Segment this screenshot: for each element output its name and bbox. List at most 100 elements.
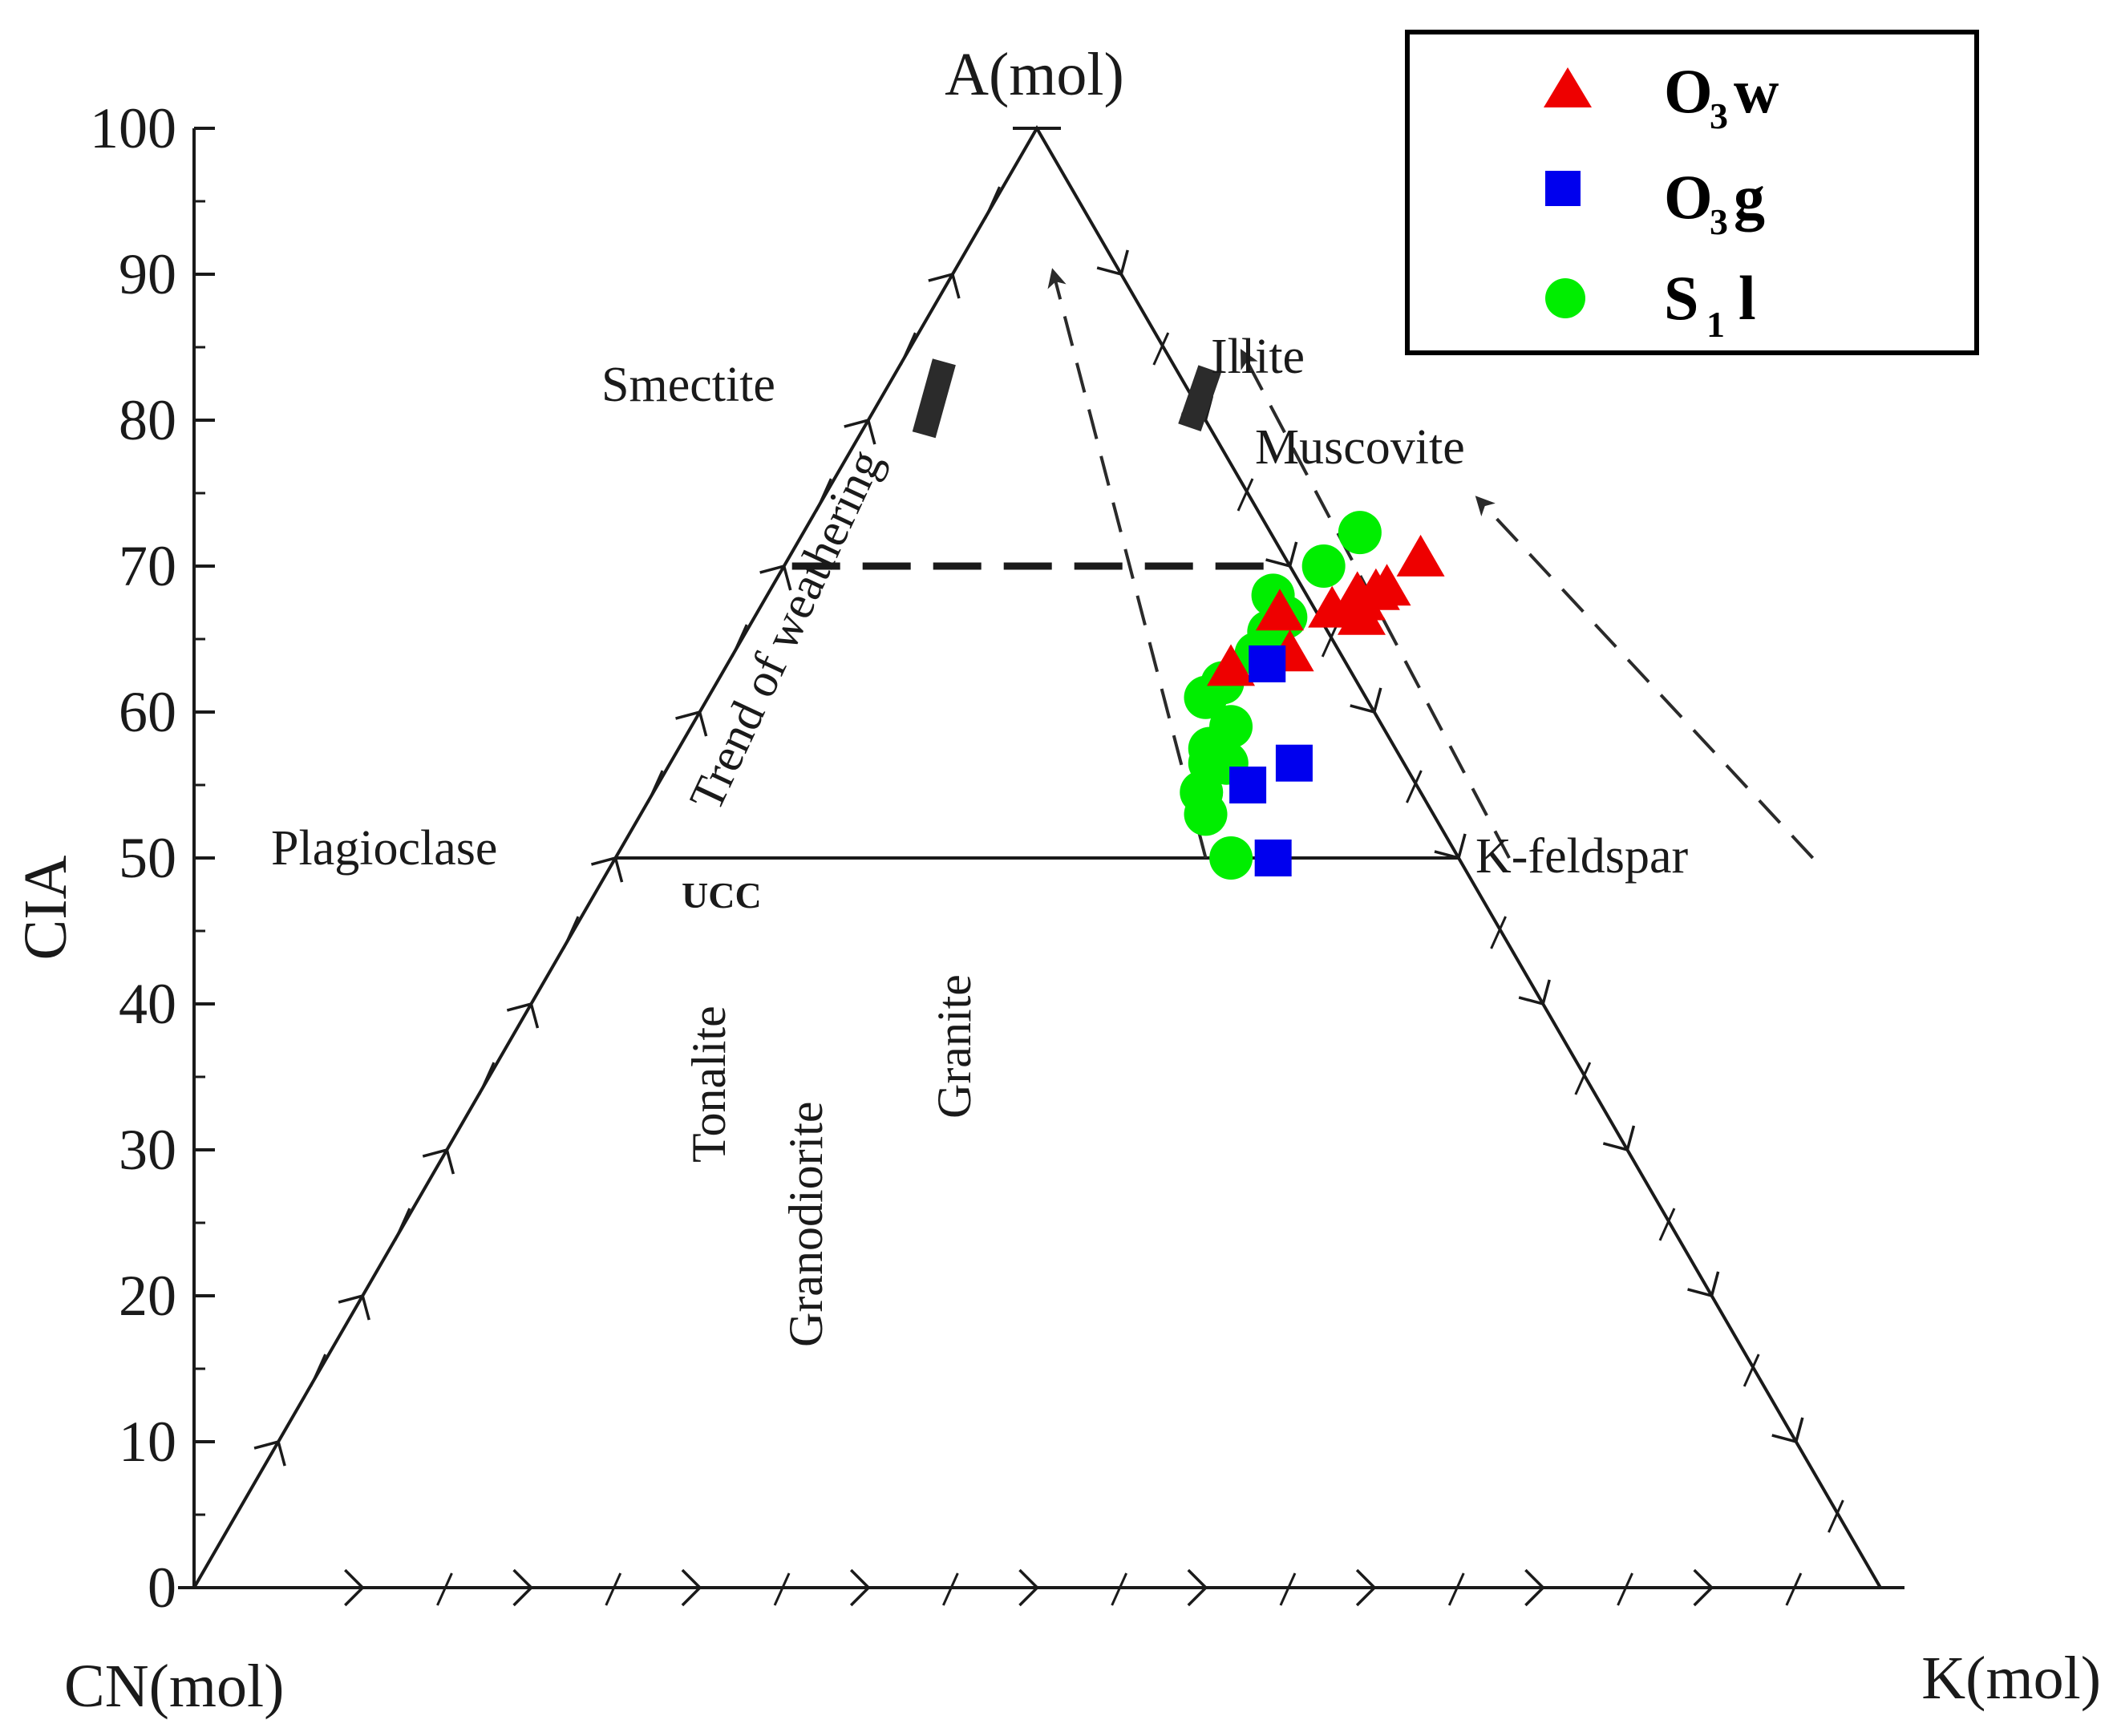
right-edge-minor-tick — [1658, 1208, 1676, 1241]
legend-o3w-tail: w — [1734, 56, 1779, 126]
cia-axis: 0 10 20 30 40 50 60 70 80 90 100 — [90, 96, 215, 1620]
bottom-edge-minor-tick — [1279, 1572, 1297, 1606]
left-edge-tick — [338, 1293, 370, 1321]
legend-label-s1l: S 1 l — [1664, 263, 1756, 345]
granodiorite-label: Granodiorite — [779, 1101, 832, 1347]
point-S1l-13 — [1338, 511, 1382, 555]
legend-marker-o3w — [1544, 67, 1592, 107]
cia-tick-label-0: 0 — [148, 1556, 176, 1620]
left-edge-minor-tick — [478, 1062, 496, 1095]
cia-tick-label-70: 70 — [119, 534, 176, 598]
illite-label: Illite — [1211, 330, 1305, 384]
left-edge-tick — [675, 710, 708, 737]
right-edge-tick — [1518, 979, 1551, 1006]
legend-o3g-sub: 3 — [1710, 201, 1728, 242]
data-points — [1180, 511, 1445, 880]
bottom-edge-minor-tick — [605, 1572, 622, 1606]
left-edge-minor-tick — [899, 332, 917, 366]
bottom-edge-tick — [1018, 1568, 1039, 1607]
weathering-trend-arrow-1 — [1047, 268, 1208, 859]
left-edge-tick — [844, 418, 876, 445]
legend: O 3 w O 3 g S 1 l — [1405, 30, 1979, 355]
left-edge-tick — [253, 1439, 286, 1467]
legend-label-o3g: O 3 g — [1664, 162, 1765, 242]
bottom-edge-minor-tick — [1111, 1572, 1128, 1606]
left-edge-tick — [759, 564, 792, 591]
left-edge-tick — [928, 272, 961, 299]
left-edge-minor-tick — [731, 624, 748, 658]
bottom-edge-tick — [1524, 1568, 1545, 1607]
bottom-edge-minor-tick — [1785, 1572, 1803, 1606]
right-edge-tick — [1602, 1125, 1636, 1152]
right-edge-minor-tick — [1828, 1499, 1844, 1533]
granite-label: Granite — [928, 974, 981, 1119]
right-edge-tick — [1096, 249, 1129, 277]
legend-o3w-main: O — [1664, 56, 1713, 126]
right-edge-minor-tick — [1406, 770, 1423, 803]
legend-o3g-tail: g — [1734, 162, 1765, 232]
point-O3w-0 — [1255, 589, 1304, 631]
left-edge-minor-tick — [984, 186, 1001, 220]
right-edge-minor-tick — [1574, 1062, 1592, 1095]
reference-lines — [615, 268, 1815, 860]
point-S1l-5 — [1209, 705, 1253, 749]
right-edge-tick — [1434, 833, 1467, 860]
point-O3g-1 — [1229, 767, 1267, 803]
right-edge-tick — [1350, 687, 1382, 714]
smectite-label: Smectite — [601, 358, 775, 412]
legend-box — [1405, 30, 1979, 355]
point-S1l-0 — [1209, 836, 1253, 880]
left-edge-minor-tick — [394, 1208, 411, 1241]
smectite-bar — [912, 358, 956, 439]
cia-tick-label-90: 90 — [119, 242, 176, 306]
cia-tick-label-80: 80 — [119, 388, 176, 452]
bottom-edge-minor-tick — [1447, 1572, 1465, 1606]
right-edge-minor-tick — [1743, 1354, 1760, 1387]
left-edge-minor-tick — [646, 770, 664, 803]
cia-tick-label-50: 50 — [119, 826, 176, 890]
cia-axis-label: CIA — [12, 855, 79, 960]
bottom-edge-tick — [1355, 1568, 1377, 1607]
left-edge-minor-tick — [562, 916, 580, 949]
bottom-edge-minor-tick — [1617, 1572, 1633, 1606]
ucc-label: UCC — [682, 875, 762, 916]
point-O3g-0 — [1254, 840, 1292, 876]
bottom-edge-tick — [681, 1568, 702, 1607]
legend-marker-s1l — [1545, 278, 1585, 318]
illite-bar — [1178, 365, 1221, 432]
legend-s1l-main: S — [1664, 263, 1698, 333]
plagioclase-label: Plagioclase — [271, 821, 497, 876]
left-edge-minor-tick — [310, 1354, 327, 1387]
left-edge-tick — [590, 856, 624, 883]
point-O3w-1 — [1207, 644, 1256, 686]
point-O3g-3 — [1249, 645, 1286, 682]
left-corner-label: CN(mol) — [64, 1653, 284, 1720]
left-edge-tick — [506, 1002, 540, 1029]
bottom-edge-tick — [344, 1568, 365, 1607]
legend-o3g-main: O — [1664, 162, 1713, 232]
cia-tick-label-20: 20 — [119, 1264, 176, 1328]
weathering-trend-arrow-3 — [1475, 496, 1815, 860]
trend-of-weathering-label: Trend of weathering — [679, 442, 893, 819]
bottom-edge-tick — [1693, 1568, 1714, 1607]
right-edge-minor-tick — [1490, 916, 1507, 949]
right-edge-minor-tick — [1321, 624, 1338, 658]
bottom-edge-tick — [849, 1568, 871, 1607]
kfeldspar-label: K-feldspar — [1475, 829, 1688, 884]
right-edge-minor-tick — [1237, 478, 1254, 512]
cia-tick-label-100: 100 — [90, 96, 176, 160]
bottom-edge-minor-tick — [773, 1572, 791, 1606]
bottom-edge-minor-tick — [941, 1572, 959, 1606]
apex-label: A(mol) — [945, 41, 1124, 108]
left-edge-minor-tick — [815, 478, 832, 512]
point-O3w-8 — [1396, 534, 1445, 577]
left-edge-tick — [422, 1147, 455, 1175]
point-O3w-9 — [1351, 568, 1400, 610]
legend-marker-o3g — [1545, 171, 1581, 206]
bottom-edge-tick — [1187, 1568, 1208, 1607]
right-edge-tick — [1687, 1271, 1720, 1298]
cia-tick-label-40: 40 — [119, 972, 176, 1036]
legend-o3w-sub: 3 — [1710, 95, 1728, 136]
bottom-edge-tick — [512, 1568, 534, 1607]
